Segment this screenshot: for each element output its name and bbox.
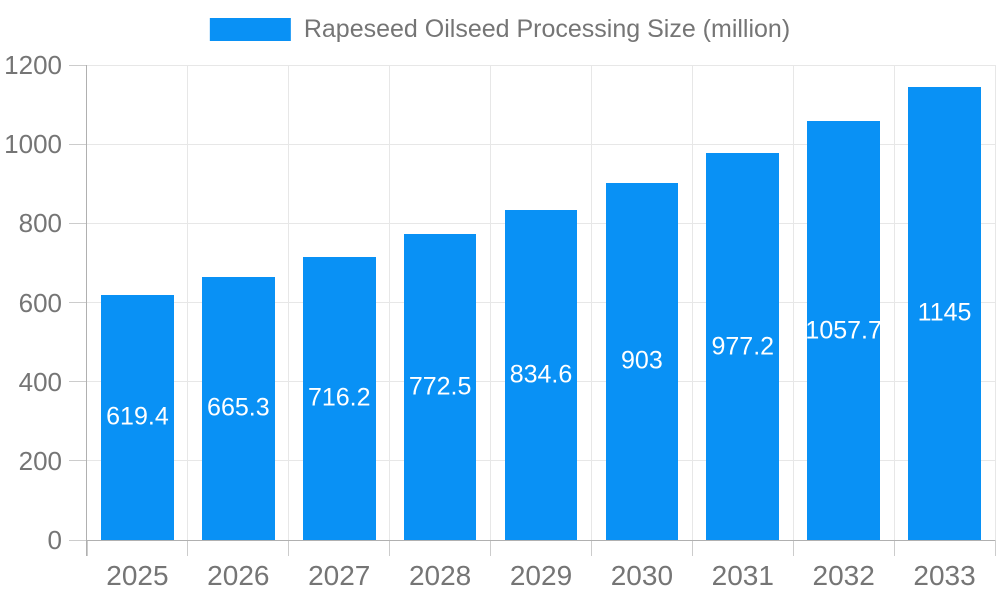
x-tick-4 xyxy=(490,540,492,556)
y-axis-label-400: 400 xyxy=(18,366,62,397)
bar-value-label-2027: 716.2 xyxy=(307,383,371,412)
y-axis-label-600: 600 xyxy=(18,287,62,318)
bar-2032[interactable]: 1057.7 xyxy=(805,121,882,540)
x-axis-label-2025: 2025 xyxy=(106,560,169,591)
bar-value-label-2032: 1057.7 xyxy=(805,316,882,345)
gridline-v-9 xyxy=(994,65,996,540)
x-axis-label-2033: 2033 xyxy=(913,560,976,591)
gridline-v-3 xyxy=(389,65,391,540)
bar-2033[interactable]: 1145 xyxy=(908,86,981,540)
gridline-h-1200 xyxy=(87,64,995,66)
x-tick-6 xyxy=(691,540,693,556)
y-axis-label-1000: 1000 xyxy=(4,129,62,160)
x-axis-label-2032: 2032 xyxy=(812,560,875,591)
y-tick-1200 xyxy=(69,64,87,66)
gridline-v-5 xyxy=(590,65,592,540)
y-tick-600 xyxy=(69,302,87,303)
y-axis-label-200: 200 xyxy=(18,445,62,476)
bar-value-label-2028: 772.5 xyxy=(408,372,472,401)
y-tick-400 xyxy=(69,381,87,383)
bar-value-label-2026: 665.3 xyxy=(207,393,270,422)
legend-label: Rapeseed Oilseed Processing Size (millio… xyxy=(303,15,791,43)
bar-value-label-2031: 977.2 xyxy=(711,332,775,361)
x-axis-line xyxy=(86,540,995,541)
x-axis-label-2031: 2031 xyxy=(711,560,774,591)
gridline-v-7 xyxy=(792,65,794,540)
x-tick-1 xyxy=(187,540,189,556)
x-tick-0 xyxy=(86,540,88,556)
legend[interactable]: Rapeseed Oilseed Processing Size (millio… xyxy=(209,14,791,44)
x-axis-label-2029: 2029 xyxy=(509,560,573,591)
gridline-v-8 xyxy=(893,65,895,540)
y-tick-200 xyxy=(69,460,87,462)
x-tick-7 xyxy=(792,540,794,556)
y-axis-line xyxy=(86,65,87,556)
bar-2029[interactable]: 834.6 xyxy=(504,209,578,540)
gridline-h-1000 xyxy=(87,143,995,145)
y-tick-1000 xyxy=(69,143,87,145)
x-axis-label-2027: 2027 xyxy=(308,560,371,591)
gridline-v-4 xyxy=(490,65,492,540)
y-axis-label-800: 800 xyxy=(18,208,62,239)
bar-value-label-2030: 903 xyxy=(621,346,663,375)
x-axis-label-2030: 2030 xyxy=(610,560,674,591)
x-tick-3 xyxy=(389,540,391,556)
x-axis-label-2028: 2028 xyxy=(408,560,472,591)
bar-2026[interactable]: 665.3 xyxy=(202,276,275,540)
x-axis-label-2026: 2026 xyxy=(207,560,270,591)
y-axis-label-1200: 1200 xyxy=(4,50,62,80)
x-tick-5 xyxy=(590,540,592,556)
bar-2028[interactable]: 772.5 xyxy=(403,234,477,540)
y-tick-0 xyxy=(69,539,87,541)
y-tick-800 xyxy=(69,222,87,224)
bar-value-label-2025: 619.4 xyxy=(106,402,169,431)
y-axis-label-0: 0 xyxy=(47,525,62,555)
bar-2025[interactable]: 619.4 xyxy=(101,294,174,540)
bar-2030[interactable]: 903 xyxy=(605,182,679,540)
x-tick-9 xyxy=(994,540,996,556)
legend-swatch xyxy=(209,17,291,41)
x-tick-8 xyxy=(893,540,895,556)
bar-value-label-2033: 1145 xyxy=(917,298,972,327)
x-tick-2 xyxy=(288,540,290,556)
gridline-v-2 xyxy=(288,65,290,540)
bar-value-label-2029: 834.6 xyxy=(509,360,573,389)
gridline-v-1 xyxy=(187,65,189,540)
gridline-v-6 xyxy=(691,65,693,540)
bar-2027[interactable]: 716.2 xyxy=(302,256,376,540)
bar-2031[interactable]: 977.2 xyxy=(706,153,780,540)
